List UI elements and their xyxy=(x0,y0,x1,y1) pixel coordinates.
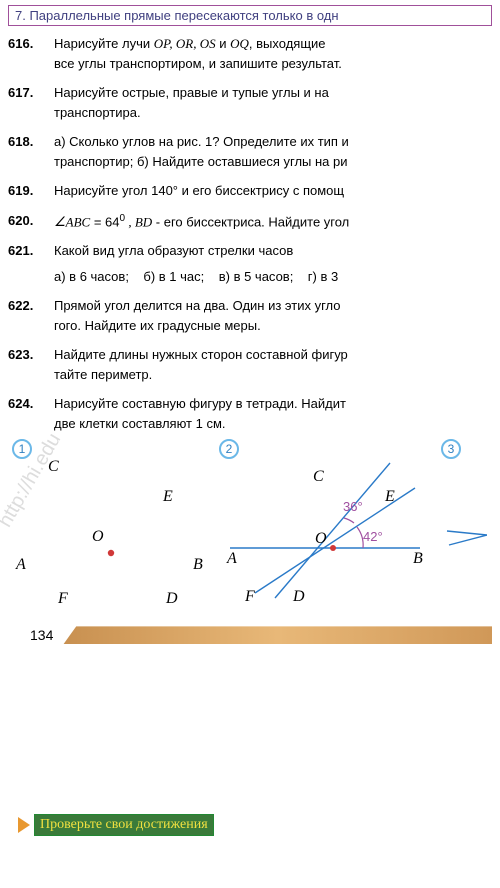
svg-text:A: A xyxy=(226,550,237,567)
problem-text: Нарисуйте угол 140° и его биссектрису с … xyxy=(54,181,492,201)
problem-623: 623. Найдите длины нужных сторон составн… xyxy=(8,345,492,384)
svg-text:A: A xyxy=(15,556,26,573)
figure-3: 3 xyxy=(437,443,487,608)
problem-number: 618. xyxy=(8,132,54,171)
figure-1-svg: C E O A B F D xyxy=(8,443,213,608)
figures-row: 1 C E O A B F D 2 C E O xyxy=(8,443,492,608)
svg-text:B: B xyxy=(193,556,203,573)
problem-number: 622. xyxy=(8,296,54,335)
arrow-icon xyxy=(18,817,30,833)
svg-text:C: C xyxy=(313,468,324,485)
svg-text:D: D xyxy=(165,590,178,607)
page-footer-bar: 134 xyxy=(8,626,492,644)
svg-text:O: O xyxy=(315,530,327,547)
svg-text:36°: 36° xyxy=(343,499,363,514)
footer-section: Проверьте свои достижения xyxy=(8,814,492,836)
svg-text:D: D xyxy=(292,588,305,605)
problem-number: 621. xyxy=(8,241,54,286)
problem-619: 619. Нарисуйте угол 140° и его биссектри… xyxy=(8,181,492,201)
svg-text:C: C xyxy=(48,458,59,475)
problem-text: Найдите длины нужных сторон составной фи… xyxy=(54,345,492,384)
problem-text: Какой вид угла образуют стрелки часов а)… xyxy=(54,241,492,286)
problem-number: 623. xyxy=(8,345,54,384)
problem-622: 622. Прямой угол делится на два. Один из… xyxy=(8,296,492,335)
problem-text: Нарисуйте лучи OP, OR, OS и OQ, выходящи… xyxy=(54,34,492,73)
problem-number: 620. xyxy=(8,211,54,232)
problem-text: Прямой угол делится на два. Один из этих… xyxy=(54,296,492,335)
problem-620: 620. ABC = 640 , BD - его биссектриса. Н… xyxy=(8,211,492,232)
svg-text:42°: 42° xyxy=(363,529,383,544)
problem-621: 621. Какой вид угла образуют стрелки час… xyxy=(8,241,492,286)
problem-text: Нарисуйте острые, правые и тупые углы и … xyxy=(54,83,492,122)
problem-text: ABC = 640 , BD - его биссектриса. Найдит… xyxy=(54,211,492,232)
theorem-box: 7. Параллельные прямые пересекаются толь… xyxy=(8,5,492,26)
problem-624: 624. Нарисуйте составную фигуру в тетрад… xyxy=(8,394,492,433)
svg-text:F: F xyxy=(57,590,68,607)
problem-618: 618. а) Сколько углов на рис. 1? Определ… xyxy=(8,132,492,171)
figure-2: 2 C E O A B F D 36° 42° xyxy=(215,443,435,608)
problem-number: 616. xyxy=(8,34,54,73)
svg-text:F: F xyxy=(244,588,255,605)
figure-3-svg xyxy=(437,443,487,608)
svg-text:B: B xyxy=(413,550,423,567)
svg-text:E: E xyxy=(384,488,395,505)
figure-1: 1 C E O A B F D xyxy=(8,443,213,608)
problem-number: 624. xyxy=(8,394,54,433)
problem-616: 616. Нарисуйте лучи OP, OR, OS и OQ, вых… xyxy=(8,34,492,73)
problem-text: Нарисуйте составную фигуру в тетради. На… xyxy=(54,394,492,433)
svg-text:O: O xyxy=(92,528,104,545)
decorative-bar xyxy=(63,626,492,644)
problem-text: а) Сколько углов на рис. 1? Определите и… xyxy=(54,132,492,171)
problem-number: 617. xyxy=(8,83,54,122)
problem-617: 617. Нарисуйте острые, правые и тупые уг… xyxy=(8,83,492,122)
problem-number: 619. xyxy=(8,181,54,201)
footer-label: Проверьте свои достижения xyxy=(34,814,214,836)
svg-text:E: E xyxy=(162,488,173,505)
figure-2-svg: C E O A B F D 36° 42° xyxy=(215,443,435,608)
